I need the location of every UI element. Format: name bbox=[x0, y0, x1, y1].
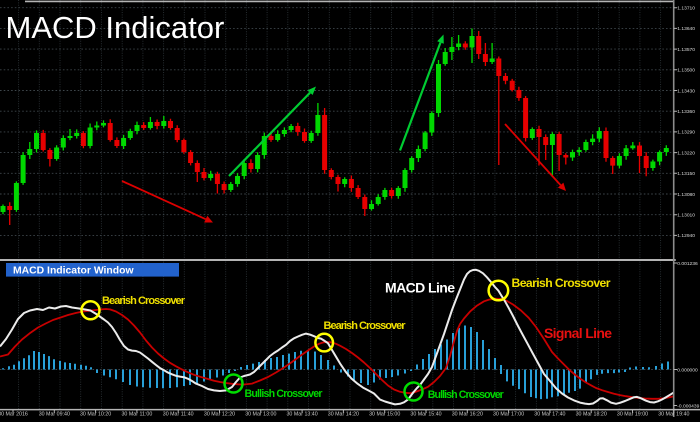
svg-text:1.12940: 1.12940 bbox=[677, 233, 695, 239]
svg-text:1.13150: 1.13150 bbox=[677, 171, 695, 177]
svg-text:MACD Indicator: MACD Indicator bbox=[6, 10, 225, 45]
svg-text:30 Mar 15:00: 30 Mar 15:00 bbox=[369, 412, 400, 417]
svg-text:30 Mar 17:40: 30 Mar 17:40 bbox=[534, 412, 565, 417]
svg-text:Bearish Crossover: Bearish Crossover bbox=[102, 295, 186, 307]
svg-text:30 Mar 17:00: 30 Mar 17:00 bbox=[493, 412, 524, 417]
svg-text:30 Mar 19:40: 30 Mar 19:40 bbox=[658, 412, 689, 417]
svg-text:Bullish Crossover: Bullish Crossover bbox=[245, 388, 323, 400]
svg-text:30 Mar 11:00: 30 Mar 11:00 bbox=[121, 412, 152, 417]
svg-text:30 Mar 16:20: 30 Mar 16:20 bbox=[452, 412, 483, 417]
svg-text:30 Mar 13:00: 30 Mar 13:00 bbox=[245, 412, 276, 417]
svg-text:1.13220: 1.13220 bbox=[677, 150, 695, 156]
svg-text:1.13570: 1.13570 bbox=[677, 47, 695, 53]
svg-text:30 Mar 11:40: 30 Mar 11:40 bbox=[163, 412, 194, 417]
svg-text:1.13430: 1.13430 bbox=[677, 88, 695, 94]
svg-text:1.13360: 1.13360 bbox=[677, 109, 695, 115]
svg-text:0.001236: 0.001236 bbox=[677, 261, 698, 267]
svg-text:MACD Line: MACD Line bbox=[385, 280, 455, 296]
svg-text:Bullish Crossover: Bullish Crossover bbox=[428, 389, 504, 401]
svg-text:Bearish Crossover: Bearish Crossover bbox=[324, 320, 407, 332]
svg-text:30 Mar 15:40: 30 Mar 15:40 bbox=[410, 412, 441, 417]
svg-text:30 Mar 13:40: 30 Mar 13:40 bbox=[286, 412, 317, 417]
svg-text:Bearish Crossover: Bearish Crossover bbox=[512, 276, 611, 290]
svg-text:1.13010: 1.13010 bbox=[677, 213, 695, 219]
svg-text:30 Mar 12:20: 30 Mar 12:20 bbox=[204, 412, 235, 417]
svg-text:0.000000: 0.000000 bbox=[677, 367, 698, 373]
svg-text:1.13640: 1.13640 bbox=[677, 26, 695, 32]
svg-text:30 Mar 09:40: 30 Mar 09:40 bbox=[39, 412, 70, 417]
svg-text:Signal Line: Signal Line bbox=[544, 325, 612, 341]
svg-text:1.13290: 1.13290 bbox=[677, 130, 695, 136]
svg-text:1.13080: 1.13080 bbox=[677, 192, 695, 198]
svg-text:1.13500: 1.13500 bbox=[677, 68, 695, 74]
svg-text:30 Mar 18:20: 30 Mar 18:20 bbox=[576, 412, 607, 417]
svg-text:30 Mar 10:20: 30 Mar 10:20 bbox=[80, 412, 111, 417]
svg-text:30 Mar 14:20: 30 Mar 14:20 bbox=[328, 412, 359, 417]
svg-text:30 Mar 2016: 30 Mar 2016 bbox=[0, 412, 28, 417]
svg-text:30 Mar 19:00: 30 Mar 19:00 bbox=[617, 412, 648, 417]
svg-text:1.13710: 1.13710 bbox=[677, 6, 695, 12]
svg-text:MACD Indicator Window: MACD Indicator Window bbox=[13, 266, 134, 277]
svg-text:-0.000439: -0.000439 bbox=[677, 403, 699, 409]
